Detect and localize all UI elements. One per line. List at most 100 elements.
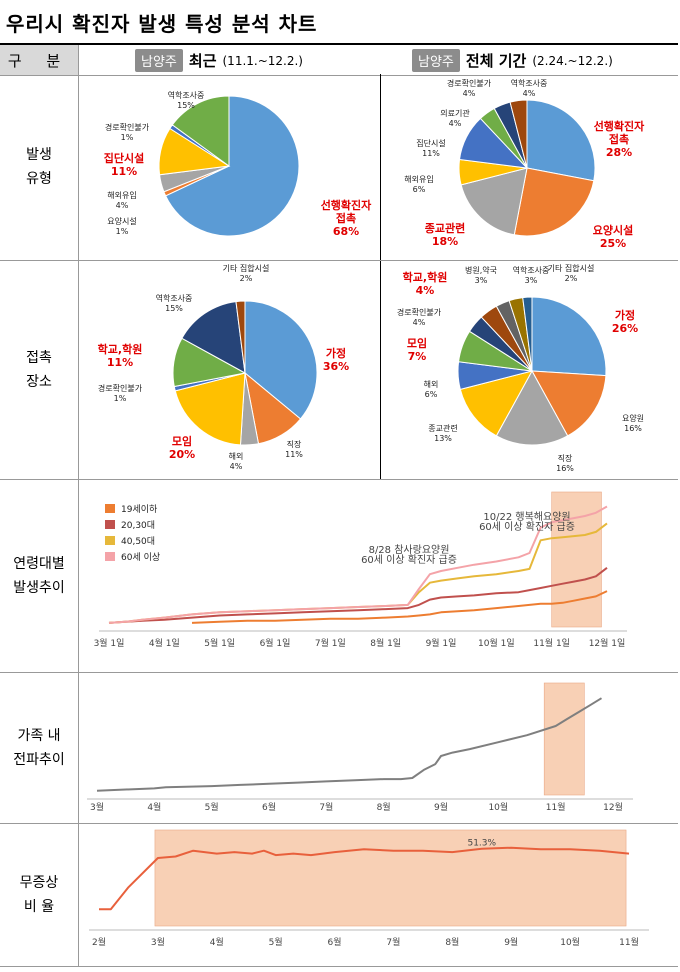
row-label-age: 연령대별 발생추이: [0, 480, 79, 672]
row-label-place: 접촉 장소: [0, 261, 79, 479]
x-tick-label: 7월: [386, 936, 400, 948]
line-chart-family-trend: 3월 4월 5월 6월 7월 8월 9월 10월 11월 12월: [87, 682, 633, 813]
pie-slice-label: 종교관련 13%: [428, 423, 457, 443]
pie-slice: [235, 300, 246, 374]
row-asymptomatic: 무증상 비 율 2월 3월 4월 5월 6월 7월 8월 9월 10월 11월 51.3%: [0, 824, 678, 967]
pie-slice: [495, 369, 569, 446]
pie-slice-label: 의료기관 4%: [440, 108, 470, 128]
pie-slice-label: 요양시설 1%: [107, 216, 136, 236]
pie-slice-label: 선행확진자 접촉 68%: [321, 198, 372, 238]
total-label: 전체 기간: [465, 52, 527, 70]
header-recent: 남양주 최근 (11.1.~12.2.): [135, 49, 303, 72]
header-category-label: 구 분: [0, 45, 79, 75]
pie-slice-label: 요양시설 25%: [593, 223, 633, 250]
pie-slice: [513, 167, 595, 237]
recent-region-badge: 남양주: [135, 49, 183, 72]
pie-slice-label: 경로확인불가 4%: [447, 78, 492, 98]
row-label-family: 가족 내 전파추이: [0, 673, 79, 823]
x-tick-label: 6월: [328, 936, 342, 948]
pie-slice-label: 직장 16%: [556, 453, 574, 473]
row-label-asym: 무증상 비 율: [0, 824, 79, 966]
pie-slice-label: 경로확인불가 1%: [98, 383, 143, 403]
pie-slice-label: 요양원 16%: [622, 414, 644, 433]
pie-slice-label: 집단시설 11%: [104, 151, 144, 178]
series-line: [108, 505, 608, 624]
x-tick-label: 11월 1일: [533, 637, 570, 649]
pie-slice-label: 해외 6%: [424, 379, 439, 399]
x-tick-label: 9월 1일: [426, 637, 457, 649]
pie-slice-label: 가정 36%: [323, 346, 349, 373]
pie-slice-label: 역학조사중 4%: [511, 78, 548, 98]
pie-chart-place-total: 가정 26% 요양원 16% 직장 16% 종교관련 13% 해외 6% 모임 7% 경로확인불가 4% 학…: [397, 263, 644, 473]
highlight-band: [154, 829, 627, 927]
x-tick-label: 7월: [319, 801, 333, 813]
pie-slice-label: 기타 집합시설 2%: [548, 263, 595, 283]
x-tick-label: 9월: [504, 936, 518, 948]
pie-chart-type-total: 선행확진자 접촉 28% 요양시설 25% 종교관련 18% 해외유입 6% 집단시설 11% 의료기…: [404, 78, 645, 250]
x-tick-label: 7월 1일: [315, 637, 346, 649]
x-tick-label: 9월: [434, 801, 448, 813]
x-tick-label: 11월: [546, 801, 566, 813]
x-tick-label: 6월 1일: [260, 637, 291, 649]
pie-slice: [460, 167, 528, 236]
total-region-badge: 남양주: [412, 49, 460, 72]
total-period: (2.24.~12.2.): [532, 53, 613, 68]
row-label-type: 발생 유형: [0, 74, 79, 260]
column-divider: [380, 261, 381, 479]
x-tick-label: 4월 1일: [149, 637, 180, 649]
pie-slice: [244, 300, 318, 420]
series-line: [99, 846, 630, 911]
pie-slice: [526, 99, 596, 182]
x-tick-label: 11월: [619, 936, 639, 948]
pie-slice-label: 역학조사중 3%: [513, 265, 550, 285]
row-age-trend: 연령대별 발생추이 3월 1일 4월 1일 5월 1일 6월 1일 7월 1일 8월 1일…: [0, 480, 678, 673]
pie-slice-label: 학교,학원 4%: [403, 270, 448, 297]
pie-slice-label: 학교,학원 11%: [98, 342, 143, 369]
header-total: 남양주 전체 기간 (2.24.~12.2.): [412, 49, 613, 72]
pie-slice-label: 해외 4%: [229, 451, 244, 471]
page-title: 우리시 확진자 발생 특성 분석 차트: [6, 12, 318, 36]
annotation-label: 8/28 참사랑요양원 60세 이상 확진자 급증: [361, 544, 457, 566]
highlight-band: [543, 682, 585, 796]
x-tick-label: 8월 1일: [370, 637, 401, 649]
pie-slice: [171, 95, 230, 167]
pie-slice: [531, 296, 607, 377]
pie-slice-label: 경로확인불가 1%: [105, 122, 150, 142]
pie-slice-label: 집단시설 11%: [416, 138, 445, 158]
row-family-trend: 가족 내 전파추이 3월 4월 5월 6월 7월 8월 9월 10월 11월 12월: [0, 673, 678, 824]
pie-slice-label: 해외유입 6%: [404, 174, 433, 194]
legend-swatch: [105, 552, 115, 561]
pie-slice-label: 병원,약국 3%: [465, 265, 497, 285]
x-tick-label: 4월: [210, 936, 224, 948]
pie-slice-label: 역학조사중 15%: [156, 293, 193, 313]
recent-period: (11.1.~12.2.): [222, 53, 303, 68]
line-chart-age-trend: 3월 1일 4월 1일 5월 1일 6월 1일 7월 1일 8월 1일 9월 1일 10월 1…: [94, 491, 627, 649]
pie-slice: [531, 370, 607, 437]
pie-slice: [174, 372, 246, 446]
legend-swatch: [105, 504, 115, 513]
x-tick-label: 5월: [205, 801, 219, 813]
column-header: 구 분 남양주 최근 (11.1.~12.2.) 남양주 전체 기간 (2.24…: [0, 43, 678, 76]
pie-chart-place-recent: 가정 36% 직장 11% 해외 4% 모임 20% 경로확인불가 1% 학교,학원 11% 역학조사중…: [98, 263, 350, 471]
pie-slice-label: 경로확인불가 4%: [397, 307, 442, 327]
pie-slice: [509, 99, 528, 169]
pie-slice: [459, 370, 533, 437]
x-tick-label: 10월: [488, 801, 508, 813]
pie-slice-label: 기타 집합시설 2%: [223, 263, 270, 283]
pie-slice-label: 역학조사중 15%: [168, 90, 205, 110]
pie-slice-label: 직장 11%: [285, 439, 303, 459]
pie-slice-label: 가정 26%: [612, 308, 638, 335]
pie-slice: [181, 301, 246, 374]
recent-label: 최근: [188, 52, 217, 70]
x-tick-label: 12월: [603, 801, 623, 813]
pie-slice-label: 선행확진자 접촉 28%: [594, 119, 645, 159]
x-tick-label: 5월 1일: [204, 637, 235, 649]
x-tick-label: 6월: [262, 801, 276, 813]
x-tick-label: 3월: [90, 801, 104, 813]
legend-swatch: [105, 536, 115, 545]
series-line: [108, 567, 608, 624]
pie-slice-label: 해외유입 4%: [107, 190, 136, 210]
legend-label: 20,30대: [121, 520, 155, 531]
legend-label: 60세 이상: [121, 552, 160, 563]
x-tick-label: 8월: [377, 801, 391, 813]
